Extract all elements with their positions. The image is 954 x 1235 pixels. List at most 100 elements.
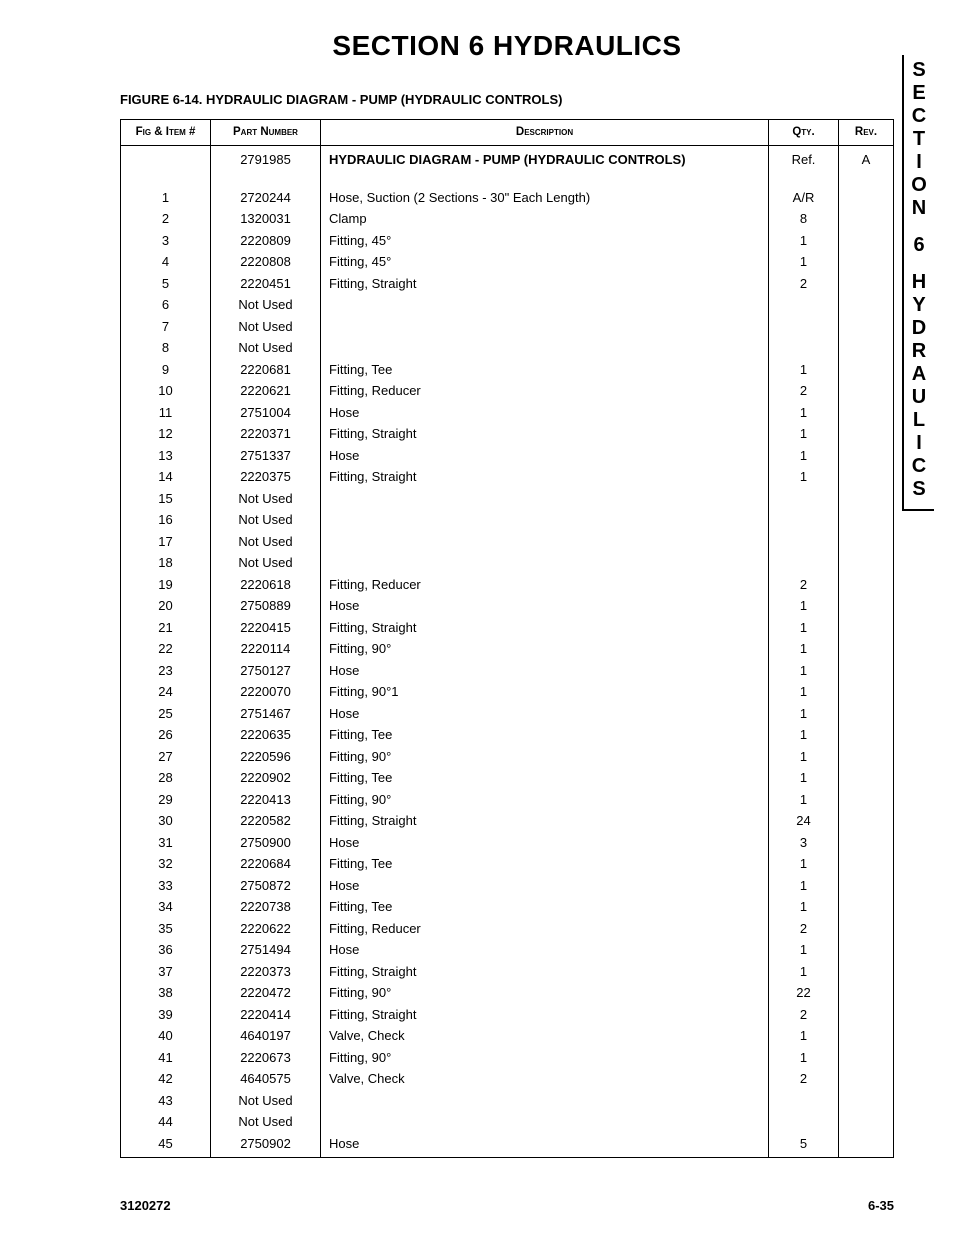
table-row: 322220684Fitting, Tee1 [121,853,894,875]
cell-part: 2220070 [211,681,321,703]
table-row: 252751467Hose1 [121,703,894,725]
cell-desc: Hose [321,832,769,854]
cell-part: 2220472 [211,982,321,1004]
col-header-rev: Rev. [839,120,894,146]
cell-item: 1 [121,187,211,209]
cell-item: 42 [121,1068,211,1090]
cell-desc: Fitting, Straight [321,466,769,488]
cell-desc: Fitting, 90°1 [321,681,769,703]
cell-item: 12 [121,423,211,445]
cell-rev [839,251,894,273]
cell-desc [321,509,769,531]
cell-qty: 1 [769,359,839,381]
cell-rev [839,552,894,574]
cell-qty [769,1111,839,1133]
cell-item: 18 [121,552,211,574]
cell-desc: Hose [321,660,769,682]
cell-part: 2220373 [211,961,321,983]
cell-qty [769,488,839,510]
cell-qty: 1 [769,939,839,961]
cell-part: 2220582 [211,810,321,832]
table-row: 21320031Clamp8 [121,208,894,230]
cell-qty: 1 [769,230,839,252]
cell-qty: 1 [769,875,839,897]
side-tab-letter: T [904,128,934,151]
cell-desc: Fitting, Straight [321,617,769,639]
cell-item: 39 [121,1004,211,1026]
cell-part: 2751494 [211,939,321,961]
cell-desc: Fitting, Reducer [321,574,769,596]
cell-item: 38 [121,982,211,1004]
cell-qty: 1 [769,681,839,703]
cell-rev [839,380,894,402]
cell-part: 2220618 [211,574,321,596]
table-row: 122220371Fitting, Straight1 [121,423,894,445]
cell-qty: 2 [769,380,839,402]
cell-part: 4640575 [211,1068,321,1090]
cell-qty: 1 [769,724,839,746]
side-tab-letter: S [904,478,934,501]
cell-qty [769,337,839,359]
cell-item: 8 [121,337,211,359]
cell-rev [839,789,894,811]
side-tab-letter: L [904,409,934,432]
cell-part: 2220621 [211,380,321,402]
cell-item: 6 [121,294,211,316]
cell-item: 2 [121,208,211,230]
cell-rev [839,316,894,338]
table-row: 424640575Valve, Check2 [121,1068,894,1090]
cell-desc: Fitting, Tee [321,359,769,381]
table-row: 212220415Fitting, Straight1 [121,617,894,639]
table-row: 42220808Fitting, 45°1 [121,251,894,273]
side-tab-gap [904,257,934,271]
cell-qty: 1 [769,617,839,639]
table-row: 332750872Hose1 [121,875,894,897]
cell-rev [839,875,894,897]
cell-part: 2220114 [211,638,321,660]
table-row: 272220596Fitting, 90°1 [121,746,894,768]
cell-part: Not Used [211,1090,321,1112]
cell-qty: 2 [769,273,839,295]
cell-rev [839,294,894,316]
table-row: 372220373Fitting, Straight1 [121,961,894,983]
cell-rev [839,767,894,789]
cell-item: 14 [121,466,211,488]
cell-desc: Fitting, Straight [321,961,769,983]
table-row: 102220621Fitting, Reducer2 [121,380,894,402]
cell-qty [769,1090,839,1112]
cell-desc: Hose [321,595,769,617]
cell-rev [839,832,894,854]
table-row: 262220635Fitting, Tee1 [121,724,894,746]
cell-item: 35 [121,918,211,940]
cell-item: 20 [121,595,211,617]
figure-title: FIGURE 6-14. HYDRAULIC DIAGRAM - PUMP (H… [120,92,894,107]
cell-qty: 1 [769,767,839,789]
cell-desc [321,1111,769,1133]
cell-desc: Fitting, 45° [321,251,769,273]
cell-item: 25 [121,703,211,725]
table-row: 8Not Used [121,337,894,359]
cell-qty: 1 [769,1047,839,1069]
cell-qty: 1 [769,445,839,467]
cell-rev [839,1111,894,1133]
cell-part: 2791985 [211,146,321,171]
cell-rev [839,423,894,445]
cell-rev [839,273,894,295]
cell-qty: 1 [769,896,839,918]
cell-qty: 2 [769,918,839,940]
table-row: 352220622Fitting, Reducer2 [121,918,894,940]
cell-qty [769,552,839,574]
cell-qty: 1 [769,423,839,445]
table-row: 32220809Fitting, 45°1 [121,230,894,252]
cell-part: 1320031 [211,208,321,230]
cell-desc: Fitting, 90° [321,746,769,768]
page-footer: 3120272 6-35 [120,1198,894,1213]
cell-item: 16 [121,509,211,531]
cell-rev [839,445,894,467]
table-row: 112751004Hose1 [121,402,894,424]
table-row: 17Not Used [121,531,894,553]
cell-qty: 1 [769,466,839,488]
cell-rev [839,509,894,531]
cell-item: 34 [121,896,211,918]
cell-part: 2750900 [211,832,321,854]
